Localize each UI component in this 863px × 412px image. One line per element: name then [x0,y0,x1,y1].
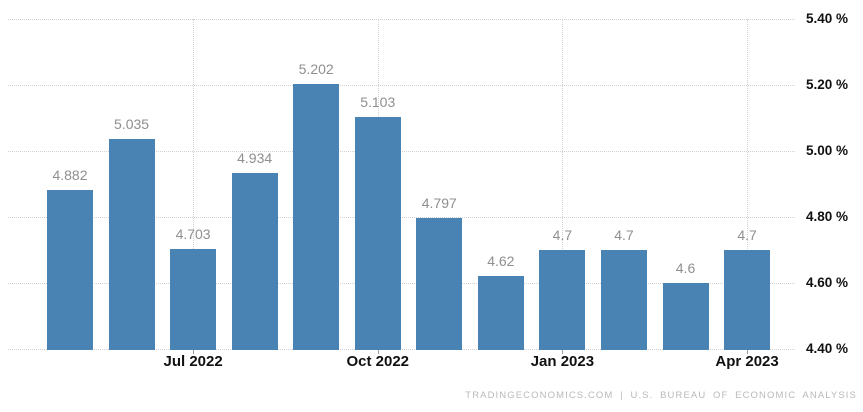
bar [170,249,217,350]
bar-value-label: 4.934 [237,149,273,166]
x-axis-tick-label: Oct 2022 [346,353,410,370]
bar [293,84,340,350]
bar [108,139,155,350]
bar [724,250,771,350]
bar-value-label: 5.202 [298,61,334,78]
bar [47,189,93,350]
bar [662,283,709,350]
bar [477,276,524,350]
bar [354,117,401,350]
y-axis-tick-label: 5.20 % [806,77,849,92]
gridline-horizontal [8,85,795,86]
bar [416,217,463,350]
attribution: TRADINGECONOMICS.COM | U.S. BUREAU OF EC… [465,390,857,401]
bar-value-label: 4.6 [675,260,696,276]
gridline-vertical [193,19,195,349]
bar-value-label: 4.7 [614,227,634,243]
x-axis-tick-label: Apr 2023 [715,353,779,370]
bar-value-label: 4.62 [487,253,515,270]
gridline-horizontal [8,217,795,218]
x-axis-tick-mark [377,349,379,354]
gridline-horizontal [8,151,795,152]
gridline-vertical [747,19,749,349]
y-axis-tick-label: 4.80 % [806,209,849,224]
bar [600,250,647,350]
y-axis-tick-label: 5.00 % [806,143,849,158]
bar-value-label: 4.7 [552,227,573,243]
y-axis-tick-label: 5.40 % [806,11,849,26]
bar-value-label: 4.7 [737,227,757,243]
x-axis-tick-mark [193,349,195,354]
bar-value-label: 4.797 [421,194,457,211]
gridline-vertical [562,19,564,349]
x-axis-tick-label: Jul 2022 [163,353,223,370]
bar-value-label: 5.035 [114,116,150,133]
x-axis-tick-label: Jan 2023 [530,353,595,370]
bar-value-label: 4.882 [52,166,88,183]
y-axis-tick-label: 4.60 % [806,275,849,290]
gridline-horizontal [8,349,795,350]
gridline-horizontal [8,283,795,284]
gridline-horizontal [8,19,795,20]
bar-value-label: 4.703 [175,226,211,242]
bar-value-label: 5.103 [360,94,396,110]
bar [539,250,586,350]
x-axis-tick-mark [747,349,749,354]
bar [231,172,278,350]
x-axis-tick-mark [562,349,564,354]
y-axis-tick-label: 4.40 % [806,341,849,356]
